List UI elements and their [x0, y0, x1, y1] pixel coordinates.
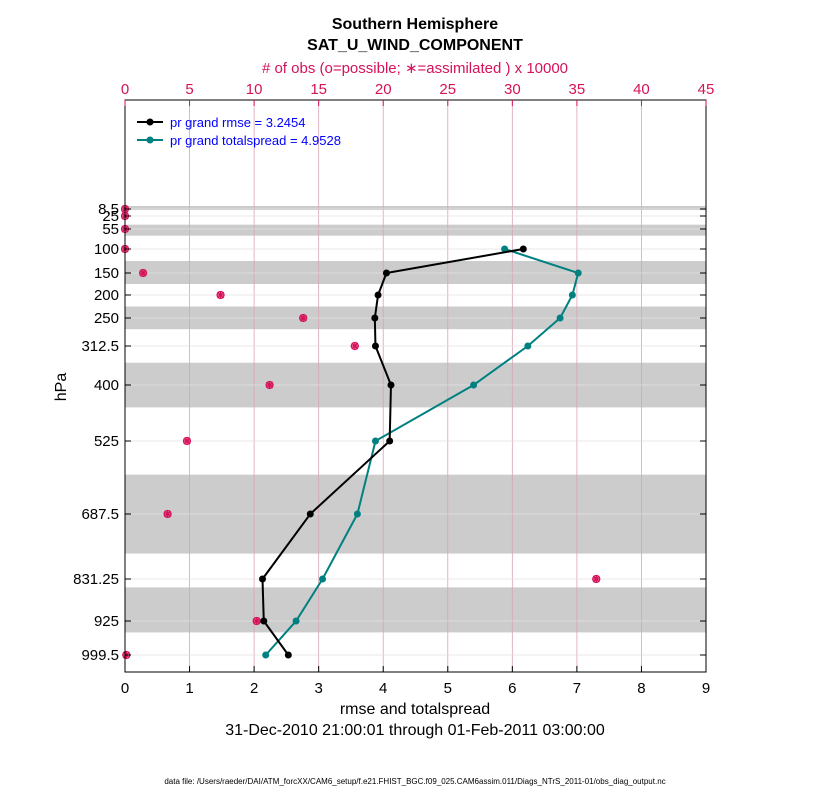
y-tick-label-8: 400: [94, 377, 119, 394]
y-tick-label-1: 25: [102, 208, 119, 225]
x-tick-label-4: 4: [379, 680, 387, 697]
x-tick-label-5: 5: [444, 680, 452, 697]
obs-assimilated-marker-8: [265, 381, 274, 389]
layer-band-0: [125, 206, 706, 211]
series-1-point-3: [501, 245, 509, 253]
top-tick-label-3: 15: [310, 81, 327, 98]
legend-label-totalspread: pr grand totalspread = 4.9528: [170, 133, 341, 148]
series-1-point-11: [319, 575, 327, 583]
y-tick-label-10: 687.5: [81, 506, 119, 523]
date-range-label: 31-Dec-2010 21:00:01 through 01-Feb-2011…: [225, 722, 605, 739]
series-1-point-5: [568, 291, 576, 299]
x-tick-label-1: 1: [185, 680, 193, 697]
obs-assimilated-stroke-12-3: [253, 617, 261, 625]
y-tick-label-6: 250: [94, 310, 119, 327]
series-0-point-12: [260, 617, 268, 625]
obs-assimilated-stroke-4-3: [139, 269, 147, 277]
series-0-point-3: [519, 245, 527, 253]
series-0-point-4: [382, 269, 390, 277]
y-tick-label-12: 925: [94, 613, 119, 630]
axis-ticks: 0 1 2 3 4 5 6 7 8 90 5 10 15 20 25 30 35 40 458.5255510015…: [73, 81, 714, 697]
series-1-point-9: [371, 437, 379, 445]
y-tick-label-9: 525: [94, 433, 119, 450]
layer-band-6: [125, 587, 706, 633]
grid-lines: [125, 100, 706, 672]
series-1-point-13: [262, 651, 270, 659]
legend-marker-totalspread: [146, 136, 154, 144]
series-0-point-9: [386, 437, 394, 445]
top-tick-label-5: 25: [439, 81, 456, 98]
obs-assimilated-marker-7: [350, 342, 359, 350]
series-1-point-10: [353, 510, 361, 518]
legend-label-rmse: pr grand rmse = 3.2454: [170, 115, 306, 130]
top-tick-label-8: 40: [633, 81, 650, 98]
y-tick-label-2: 55: [102, 221, 119, 238]
x-tick-label-7: 7: [573, 680, 581, 697]
plot-frame: [124, 99, 707, 673]
y-tick-label-0: 8.5: [98, 201, 119, 218]
series-1-point-12: [292, 617, 300, 625]
y-tick-label-13: 999.5: [81, 647, 119, 664]
series-0-point-7: [371, 342, 379, 350]
series-0-point-8: [387, 381, 395, 389]
series-0-point-5: [374, 291, 382, 299]
series-1-point-7: [524, 342, 532, 350]
top-tick-label-0: 0: [121, 81, 129, 98]
layer-band-2: [125, 261, 706, 284]
top-axis-label: # of obs (o=possible; ∗=assimilated ) x …: [262, 60, 568, 77]
obs-assimilated-stroke-8-3: [266, 381, 274, 389]
x-axis-label: rmse and totalspread: [340, 701, 490, 718]
top-tick-label-9: 45: [698, 81, 715, 98]
footnote: data file: /Users/raeder/DAI/ATM_forcXX/…: [164, 777, 665, 786]
chart-title: Southern Hemisphere: [332, 16, 498, 33]
obs-assimilated-marker-4: [139, 269, 148, 277]
obs-assimilated-stroke-7-3: [351, 342, 359, 350]
series-0-point-10: [306, 510, 314, 518]
legend-marker-rmse: [146, 118, 154, 126]
series-0-point-6: [371, 314, 379, 322]
obs-assimilated-marker-6: [299, 314, 308, 322]
obs-assimilated-stroke-5-3: [217, 291, 225, 299]
y-tick-label-4: 150: [94, 265, 119, 282]
obs-assimilated-stroke-10-3: [164, 510, 172, 518]
x-tick-label-3: 3: [314, 680, 322, 697]
y-tick-label-7: 312.5: [81, 338, 119, 355]
x-tick-label-6: 6: [508, 680, 516, 697]
series-lines: [259, 245, 582, 659]
obs-assimilated-stroke-6-3: [299, 314, 307, 322]
x-tick-label-9: 9: [702, 680, 710, 697]
obs-assimilated-marker-11: [592, 575, 601, 583]
obs-assimilated-marker-5: [216, 291, 225, 299]
y-tick-label-5: 200: [94, 287, 119, 304]
obs-assimilated-marker-9: [182, 437, 191, 445]
obs-assimilated-stroke-11-3: [592, 575, 600, 583]
top-tick-label-7: 35: [569, 81, 586, 98]
series-1-point-8: [470, 381, 478, 389]
y-tick-label-11: 831.25: [73, 571, 119, 588]
x-tick-label-2: 2: [250, 680, 258, 697]
obs-assimilated-marker-12: [252, 617, 261, 625]
x-tick-label-8: 8: [637, 680, 645, 697]
top-tick-label-1: 5: [185, 81, 193, 98]
series-0-point-13: [284, 651, 292, 659]
obs-assimilated-marker-10: [163, 510, 172, 518]
series-1-point-6: [556, 314, 564, 322]
layer-band-1: [125, 224, 706, 236]
series-1-point-4: [574, 269, 582, 277]
y-axis-label: hPa: [53, 373, 70, 402]
obs-assimilated-stroke-9-3: [183, 437, 191, 445]
top-tick-label-4: 20: [375, 81, 392, 98]
series-0-point-11: [259, 575, 267, 583]
x-tick-label-0: 0: [121, 680, 129, 697]
y-tick-label-3: 100: [94, 241, 119, 258]
legend: pr grand rmse = 3.2454 pr grand totalspr…: [137, 115, 341, 148]
top-tick-label-2: 10: [246, 81, 263, 98]
top-tick-label-6: 30: [504, 81, 521, 98]
chart-subtitle: SAT_U_WIND_COMPONENT: [307, 37, 523, 54]
